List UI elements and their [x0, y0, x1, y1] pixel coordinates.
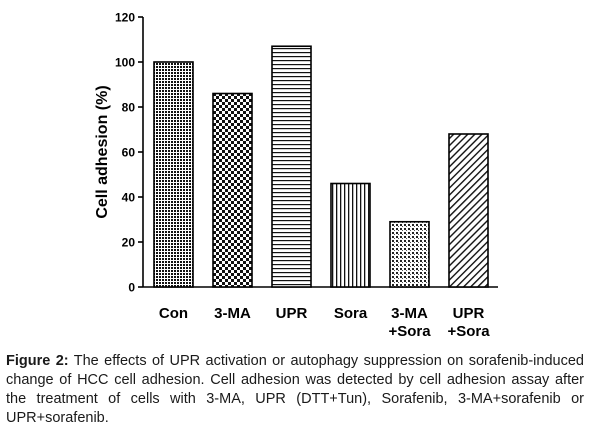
x-tick-label: UPR: [453, 305, 485, 322]
bar: [330, 182, 371, 288]
y-tick-label: 40: [122, 191, 136, 205]
x-tick-label: Sora: [334, 305, 368, 322]
x-tick-label: 3-MA: [214, 305, 251, 322]
x-tick-label: Con: [159, 305, 188, 322]
bar: [212, 92, 253, 288]
bar: [448, 133, 489, 288]
y-tick-label: 120: [115, 11, 135, 25]
y-tick-label: 20: [122, 236, 136, 250]
y-tick-label: 60: [122, 146, 136, 160]
caption-label: Figure 2:: [6, 353, 69, 369]
caption-text: The effects of UPR activation or autopha…: [6, 353, 584, 426]
figure-caption: Figure 2: The effects of UPR activation …: [6, 352, 584, 428]
y-tick-label: 100: [115, 56, 135, 70]
bar-chart: Cell adhesion (%) 0 20 40 60 80 100 120 Con 3-M…: [94, 11, 498, 340]
y-tick-label: 80: [122, 101, 136, 115]
x-tick-label: +Sora: [388, 323, 431, 340]
bar: [271, 45, 312, 288]
bar: [153, 61, 194, 288]
x-tick-label: +Sora: [447, 323, 490, 340]
y-axis-label: Cell adhesion (%): [94, 85, 111, 218]
x-tick-label: 3-MA: [391, 305, 428, 322]
bar: [389, 220, 430, 288]
x-tick-label: UPR: [276, 305, 308, 322]
y-tick-label: 0: [128, 281, 135, 295]
